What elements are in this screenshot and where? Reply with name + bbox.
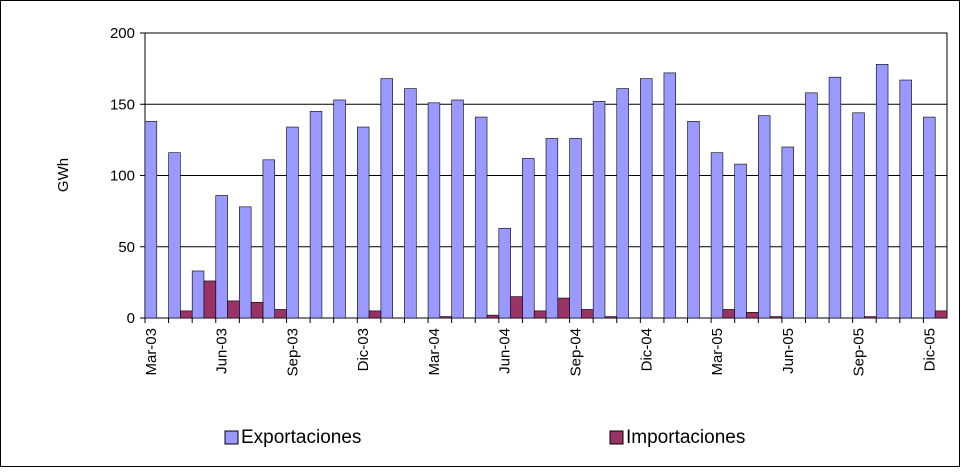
legend-swatch bbox=[609, 430, 624, 445]
y-tick-label: 0 bbox=[127, 310, 135, 327]
bar bbox=[356, 126, 370, 319]
bar bbox=[805, 92, 818, 319]
bar bbox=[757, 115, 771, 319]
bar bbox=[569, 138, 582, 319]
legend-label: Exportaciones bbox=[241, 427, 361, 448]
bar bbox=[722, 309, 736, 319]
x-tick-label: Jun-05 bbox=[780, 328, 797, 374]
bar bbox=[781, 146, 794, 319]
bar bbox=[734, 163, 747, 319]
bar bbox=[899, 79, 912, 319]
bar bbox=[875, 64, 889, 319]
bar bbox=[934, 310, 948, 319]
bar bbox=[604, 316, 618, 319]
bar bbox=[640, 78, 653, 319]
bar bbox=[451, 99, 464, 319]
bar bbox=[828, 76, 842, 319]
bar bbox=[486, 314, 500, 319]
bar bbox=[592, 101, 606, 319]
bar bbox=[144, 121, 158, 319]
bar bbox=[439, 316, 452, 319]
y-tick-label: 100 bbox=[110, 168, 135, 185]
y-tick-label: 50 bbox=[118, 239, 135, 256]
bar bbox=[710, 152, 724, 319]
x-tick-label: Mar-04 bbox=[426, 328, 443, 376]
bar bbox=[333, 99, 346, 319]
x-tick-label: Mar-05 bbox=[709, 328, 726, 376]
legend-swatch bbox=[224, 430, 239, 445]
y-tick-label: 200 bbox=[110, 25, 135, 42]
x-tick-label: Sep-05 bbox=[851, 328, 868, 376]
bar bbox=[168, 152, 181, 319]
bar bbox=[498, 227, 511, 319]
bar bbox=[215, 195, 228, 319]
bar bbox=[427, 102, 441, 319]
x-tick-label: Sep-03 bbox=[284, 328, 301, 376]
bar bbox=[404, 88, 417, 319]
x-tick-label: Jun-03 bbox=[214, 328, 231, 374]
bar bbox=[286, 126, 299, 319]
bar bbox=[380, 78, 393, 319]
bar bbox=[474, 116, 488, 319]
y-tick-label: 150 bbox=[110, 96, 135, 113]
bar bbox=[368, 310, 382, 319]
bar bbox=[746, 311, 759, 319]
bar bbox=[510, 296, 523, 319]
bar bbox=[180, 310, 193, 319]
x-tick-label: Sep-04 bbox=[567, 328, 584, 376]
x-tick-label: Mar-03 bbox=[143, 328, 160, 376]
bar bbox=[239, 206, 252, 319]
bar bbox=[557, 297, 570, 319]
bar bbox=[203, 280, 217, 319]
x-tick-label: Jun-04 bbox=[497, 328, 514, 374]
bar bbox=[923, 116, 936, 319]
x-tick-label: Dic-04 bbox=[638, 328, 655, 371]
x-tick-label: Dic-05 bbox=[921, 328, 938, 371]
bar bbox=[581, 309, 594, 319]
bar bbox=[274, 309, 287, 319]
bar bbox=[191, 270, 205, 319]
bar bbox=[262, 159, 276, 319]
legend-label: Importaciones bbox=[626, 427, 745, 448]
y-axis-label: GWh bbox=[55, 158, 72, 192]
bar bbox=[687, 121, 700, 319]
bar bbox=[864, 316, 877, 319]
bar bbox=[533, 310, 547, 319]
bar bbox=[227, 300, 240, 319]
bar bbox=[250, 302, 264, 319]
bar bbox=[769, 316, 783, 319]
bar bbox=[522, 158, 535, 319]
bar bbox=[663, 72, 677, 319]
bar bbox=[852, 112, 865, 319]
bar bbox=[309, 111, 323, 319]
x-tick-label: Dic-03 bbox=[355, 328, 372, 371]
bar bbox=[616, 88, 629, 319]
bar bbox=[545, 138, 559, 319]
